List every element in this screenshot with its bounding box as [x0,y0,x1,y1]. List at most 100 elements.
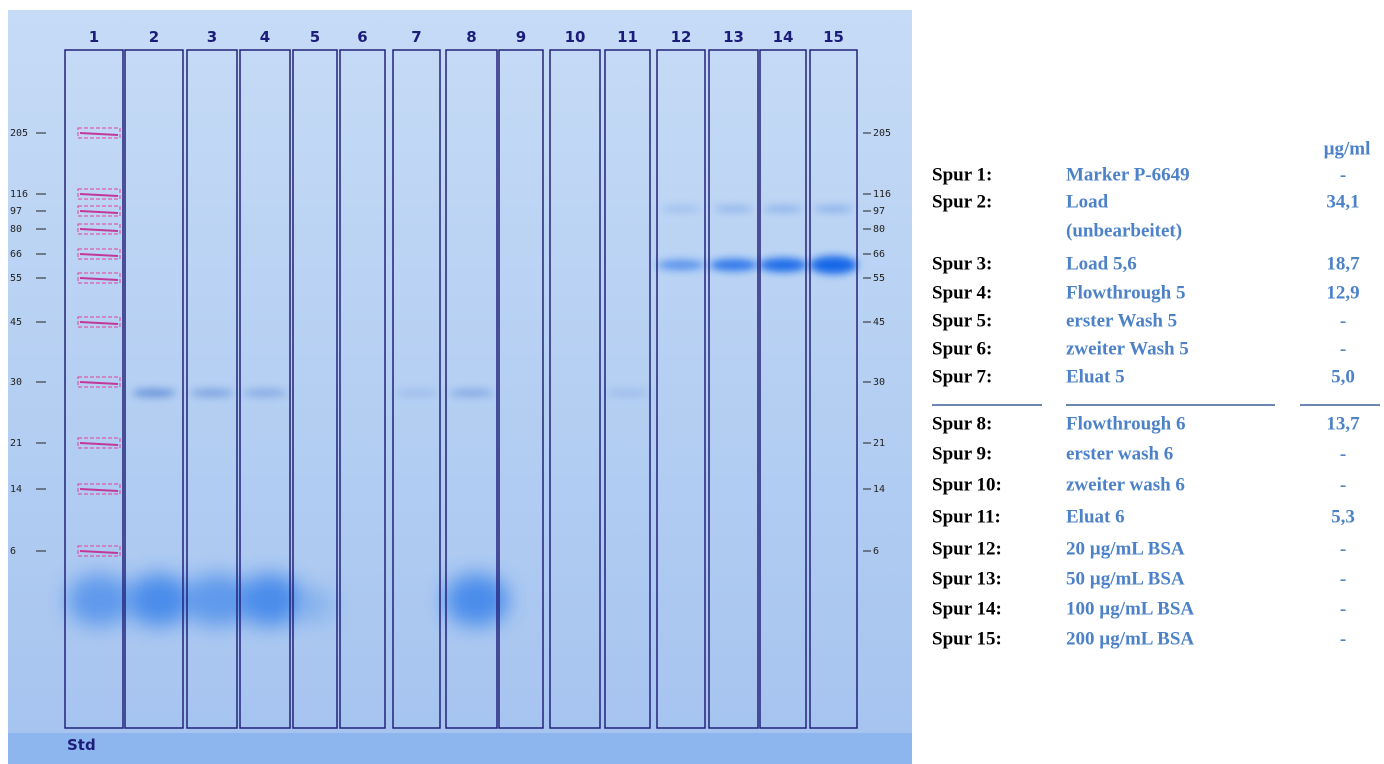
lane-label: Spur 13: [932,568,1002,589]
band [661,206,701,212]
description: Load 5,6 [1066,253,1137,274]
lane-label: Spur 11: [932,506,1001,527]
band [657,260,705,270]
marker-label-left: 30 [10,377,22,388]
lane-number: 5 [310,28,320,46]
lane-label: Spur 3: [932,253,992,274]
description: 100 µg/mL BSA [1066,598,1194,619]
gel-bottom-strip [8,733,912,764]
figure: 1234567891011121314152052051161169797808… [0,0,1384,764]
marker-label-left: 6 [10,546,16,557]
lane-label: Spur 7: [932,366,992,387]
band [810,256,858,274]
description: Flowthrough 5 [1066,282,1185,303]
concentration: - [1340,164,1346,185]
marker-label-left: 66 [10,249,22,260]
description: Eluat 6 [1066,506,1125,527]
description: erster Wash 5 [1066,310,1177,331]
concentration: 13,7 [1326,413,1360,434]
lane-number: 2 [149,28,159,46]
marker-label-right: 55 [873,273,885,284]
lane-label: Spur 9: [932,443,992,464]
concentration: - [1340,443,1346,464]
lane-number: 4 [260,28,270,46]
lane-label: Spur 8: [932,413,992,434]
marker-label-left: 80 [10,224,22,235]
description: erster wash 6 [1066,443,1173,464]
marker-label-right: 116 [873,189,891,200]
marker-label-left: 14 [10,484,22,495]
marker-label-left: 55 [10,273,22,284]
marker-label-right: 66 [873,249,885,260]
marker-label-right: 6 [873,546,879,557]
legend: µg/ml Spur 1: Marker P-6649 - Spur 2: Load (un… [932,138,1370,649]
concentration: 12,9 [1326,282,1359,303]
concentration: 5,0 [1331,366,1355,387]
description: zweiter wash 6 [1066,474,1185,495]
lane-label: Spur 1: [932,164,992,185]
band-smear [67,574,131,626]
band [243,389,287,397]
band [606,389,650,397]
marker-label-left: 45 [10,317,22,328]
lane-number: 10 [565,28,586,46]
description: Load [1066,191,1109,212]
marker-label-right: 14 [873,484,885,495]
lane-number: 11 [617,28,638,46]
concentration: - [1340,310,1346,331]
lane-label: Spur 5: [932,310,992,331]
concentration: - [1340,538,1346,559]
gel [8,10,912,764]
lane-label: Spur 2: [932,191,992,212]
lane-number: 6 [357,28,367,46]
lane-label: Spur 14: [932,598,1002,619]
concentration: - [1340,474,1346,495]
concentration: - [1340,628,1346,649]
description: Flowthrough 6 [1066,413,1185,434]
lane-number: 12 [671,28,692,46]
lane-number: 14 [773,28,794,46]
marker-label-right: 97 [873,206,885,217]
lane-number: 1 [89,28,99,46]
marker-label-right: 30 [873,377,885,388]
lane-number: 3 [207,28,217,46]
standard-label: Std [67,736,96,754]
lane-label: Spur 6: [932,338,992,359]
lane-number: 7 [411,28,421,46]
lane-label: Spur 4: [932,282,992,303]
marker-label-right: 80 [873,224,885,235]
lane-label: Spur 12: [932,538,1002,559]
concentration: 5,3 [1331,506,1355,527]
band-smear [295,587,335,623]
lane-number: 8 [466,28,476,46]
concentration: 34,1 [1326,191,1359,212]
marker-label-right: 45 [873,317,885,328]
band-smear [127,574,191,626]
unit-header: µg/ml [1324,138,1371,159]
lane-number: 15 [823,28,844,46]
band [190,389,234,397]
band [814,206,854,212]
lane-number: 13 [723,28,744,46]
band [710,259,758,271]
band [132,389,176,397]
concentration: - [1340,338,1346,359]
marker-label-right: 21 [873,438,885,449]
concentration: 18,7 [1326,253,1360,274]
description: (unbearbeitet) [1066,220,1182,241]
marker-label-left: 97 [10,206,22,217]
description: Marker P-6649 [1066,164,1190,185]
concentration: - [1340,598,1346,619]
band [759,258,807,272]
concentration: - [1340,568,1346,589]
marker-label-right: 205 [873,128,891,139]
band [714,206,754,212]
description: Eluat 5 [1066,366,1125,387]
description: 200 µg/mL BSA [1066,628,1194,649]
description: zweiter Wash 5 [1066,338,1189,359]
lane-number: 9 [516,28,526,46]
marker-label-left: 205 [10,128,28,139]
lane-label: Spur 15: [932,628,1002,649]
description: 50 µg/mL BSA [1066,568,1185,589]
marker-label-left: 21 [10,438,22,449]
